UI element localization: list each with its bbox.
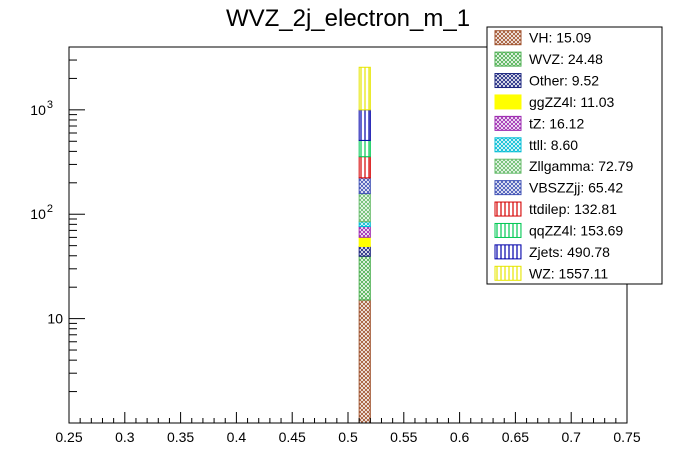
legend-label-wz: WZ: 1557.11 bbox=[529, 265, 608, 281]
legend-swatch-ttll bbox=[494, 137, 522, 153]
legend-swatch-ttdilep bbox=[494, 201, 522, 217]
bar-segment-vh bbox=[358, 299, 371, 424]
legend-label-wvz: WVZ: 24.48 bbox=[529, 51, 603, 67]
legend-label-zjets: Zjets: 490.78 bbox=[529, 244, 610, 260]
legend: VH: 15.09 WVZ: 24.48 Other: 9.52 ggZZ4l: 11… bbox=[486, 26, 663, 285]
x-tick-label: 0.6 bbox=[450, 429, 470, 445]
legend-label-vbszzjj: VBSZZjj: 65.42 bbox=[529, 180, 623, 196]
y-tick-label: 103 bbox=[30, 99, 53, 118]
bar-segment-other bbox=[358, 245, 371, 257]
legend-swatch-vbszzjj bbox=[494, 180, 522, 196]
x-tick-label: 0.35 bbox=[167, 429, 194, 445]
legend-label-ggzz4l: ggZZ4l: 11.03 bbox=[529, 94, 615, 110]
x-tick-label: 0.4 bbox=[227, 429, 247, 445]
stacked-bars bbox=[358, 66, 371, 424]
x-tick-label: 0.25 bbox=[55, 429, 82, 445]
legend-label-tz: tZ: 16.12 bbox=[529, 115, 584, 131]
legend-swatch-tz bbox=[494, 115, 522, 131]
x-tick-label: 0.3 bbox=[115, 429, 135, 445]
legend-label-ttdilep: ttdilep: 132.81 bbox=[529, 201, 617, 217]
bar-segment-wvz bbox=[358, 255, 371, 301]
legend-label-ttll: ttll: 8.60 bbox=[529, 137, 578, 153]
x-tick-label: 0.65 bbox=[502, 429, 529, 445]
legend-swatch-vh bbox=[494, 30, 522, 46]
bar-segment-ggzz4l bbox=[358, 236, 371, 247]
legend-label-zllgamma: Zllgamma: 72.79 bbox=[529, 158, 633, 174]
x-tick-label: 0.75 bbox=[613, 429, 640, 445]
bar-segment-qqzz4l bbox=[358, 139, 371, 158]
y-tick-label: 102 bbox=[30, 203, 53, 222]
legend-label-qqzz4l: qqZZ4l: 153.69 bbox=[529, 222, 623, 238]
legend-label-other: Other: 9.52 bbox=[529, 73, 599, 89]
x-tick-label: 0.45 bbox=[279, 429, 306, 445]
bar-segment-ttll bbox=[358, 221, 371, 228]
bar-segment-wz bbox=[358, 66, 371, 111]
legend-swatch-zjets bbox=[494, 244, 522, 260]
bar-segment-tz bbox=[358, 226, 371, 238]
bar-segment-vbszzjj bbox=[358, 177, 371, 195]
legend-swatch-ggzz4l bbox=[494, 94, 522, 110]
bar-segment-zllgamma bbox=[358, 193, 371, 223]
bar-segment-zjets bbox=[358, 109, 371, 141]
x-tick-label: 0.5 bbox=[338, 429, 358, 445]
legend-swatch-other bbox=[494, 73, 522, 89]
legend-swatch-wvz bbox=[494, 51, 522, 67]
y-tick-label: 10 bbox=[47, 311, 63, 327]
legend-label-vh: VH: 15.09 bbox=[529, 30, 591, 46]
axes: 0.25 0.3 0.35 0.4 0.45 0.5 0.55 0.6 0.65 0.7 0.75 1… bbox=[30, 46, 641, 445]
legend-box bbox=[486, 26, 663, 285]
x-tick-label: 0.7 bbox=[561, 429, 581, 445]
chart-title: WVZ_2j_electron_m_1 bbox=[226, 5, 470, 32]
x-tick-label: 0.55 bbox=[390, 429, 417, 445]
bar-segment-ttdilep bbox=[358, 156, 371, 179]
legend-swatch-wz bbox=[494, 265, 522, 281]
legend-swatch-qqzz4l bbox=[494, 222, 522, 238]
legend-swatch-zllgamma bbox=[494, 158, 522, 174]
